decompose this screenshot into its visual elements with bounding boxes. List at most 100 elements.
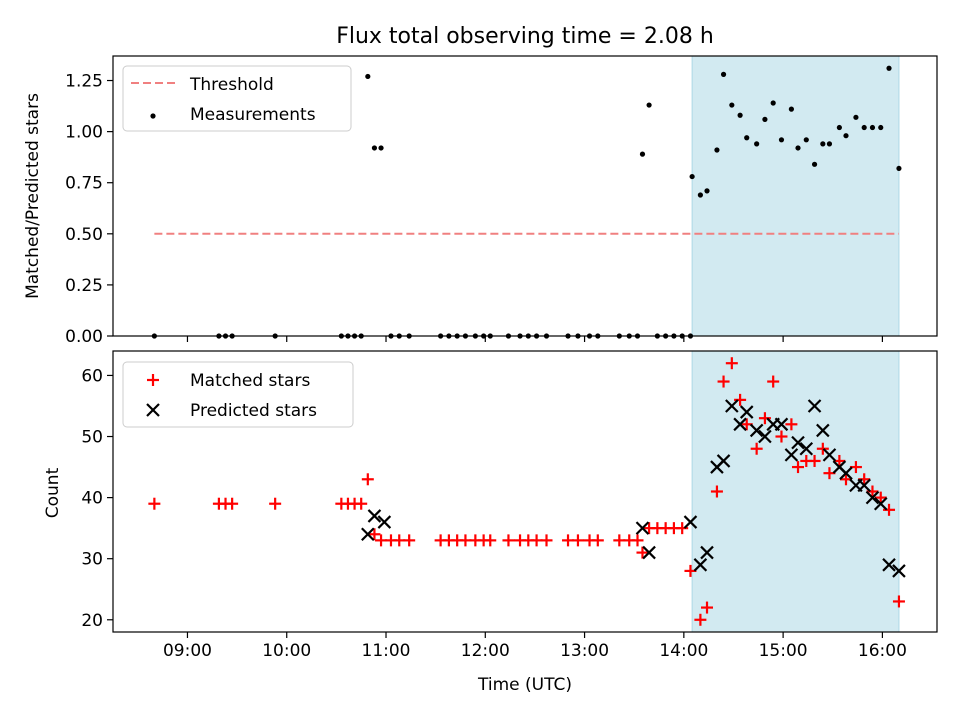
- matched-star-point: [631, 534, 644, 547]
- bottom-observing-window: [691, 350, 900, 633]
- predicted-star-point: [816, 423, 830, 438]
- predicted-star-point: [377, 515, 392, 529]
- measurement-point: [788, 106, 794, 112]
- matched-star-point: [725, 357, 738, 370]
- measurement-point: [843, 133, 849, 139]
- figure-title: Flux total observing time = 2.08 h: [336, 24, 714, 49]
- xtick-label: 15:00: [759, 641, 808, 661]
- xtick-label: 16:00: [858, 641, 907, 661]
- measurement-point: [689, 173, 695, 180]
- predicted-star-point: [882, 558, 896, 572]
- bottom-ytick-label: 30: [81, 550, 103, 570]
- predicted-star-point: [807, 399, 822, 413]
- predicted-star-point: [700, 545, 714, 560]
- matched-star-point: [839, 473, 852, 486]
- legend-matched-swatch: [147, 374, 159, 386]
- top-ytick-label: 1.00: [65, 123, 103, 143]
- legend-measurements-label: Measurements: [190, 105, 316, 125]
- measurement-point: [744, 135, 750, 141]
- bottom-marks: [148, 357, 906, 626]
- top-ytick-label: 1.25: [65, 72, 103, 92]
- measurement-point: [836, 124, 842, 131]
- measurement-point: [778, 137, 785, 143]
- top-panel: 0.00 0.25 0.50 0.75 1.00 1.25 Matched/Predict…: [23, 55, 938, 347]
- xtick-label: 11:00: [362, 641, 411, 661]
- measurement-point: [762, 116, 768, 122]
- predicted-star-point: [774, 417, 789, 432]
- top-ytick-label: 0.00: [65, 327, 103, 347]
- xtick-label: 10:00: [262, 641, 311, 661]
- bottom-panel: 20 30 40 50 60 09:00 10:00 11:00 12:00 13:00 14:0…: [43, 350, 938, 695]
- matched-star-point: [740, 418, 753, 431]
- top-xticks: [186, 336, 883, 342]
- predicted-star-point: [361, 527, 375, 542]
- measurement-point: [714, 147, 720, 153]
- top-ylabel: Matched/Predicted stars: [23, 93, 43, 299]
- matched-star-point: [701, 601, 714, 614]
- measurement-point: [639, 151, 646, 157]
- measurement-point: [697, 192, 703, 198]
- measurement-point: [646, 102, 652, 108]
- matched-star-point: [591, 534, 604, 547]
- matched-star-point: [758, 412, 771, 425]
- matched-star-point: [502, 534, 515, 547]
- top-axes-frame: [112, 55, 938, 337]
- measurement-point: [770, 100, 776, 106]
- matched-star-point: [823, 467, 836, 480]
- predicted-star-point: [791, 435, 805, 450]
- legend-predicted-swatch: [146, 403, 160, 417]
- matched-star-point: [866, 485, 879, 498]
- matched-star-point: [892, 595, 905, 608]
- matched-star-point: [226, 497, 239, 510]
- predicted-star-point: [799, 441, 814, 456]
- matched-star-point: [785, 418, 798, 431]
- bottom-ytick-label: 40: [81, 489, 103, 509]
- top-ytick-label: 0.25: [65, 276, 103, 296]
- top-legend: Threshold Measurements: [122, 65, 352, 132]
- xtick-label: 14:00: [659, 641, 708, 661]
- matched-star-point: [403, 534, 416, 547]
- predicted-star-point: [683, 515, 698, 529]
- legend-threshold-label: Threshold: [189, 75, 274, 95]
- predicted-star-point: [739, 405, 754, 419]
- predicted-star-point: [725, 399, 739, 413]
- measurement-point: [826, 141, 833, 147]
- measurement-point: [811, 161, 818, 167]
- predicted-star-point: [857, 478, 871, 493]
- xtick-label: 12:00: [461, 641, 510, 661]
- measurement-point: [720, 71, 727, 77]
- top-yticks: 0.00 0.25 0.50 0.75 1.00 1.25: [65, 72, 113, 347]
- predicted-star-point: [733, 417, 747, 432]
- measurement-point: [365, 73, 371, 80]
- matched-star-point: [636, 546, 649, 559]
- bottom-yticks: 20 30 40 50 60: [81, 366, 113, 631]
- matched-star-point: [368, 528, 381, 541]
- matched-star-point: [361, 473, 374, 486]
- matched-star-point: [874, 491, 887, 504]
- matched-star-point: [355, 497, 368, 510]
- xlabel: Time (UTC): [477, 675, 572, 695]
- bottom-legend-box: [122, 361, 354, 428]
- matched-star-point: [484, 534, 497, 547]
- matched-star-point: [717, 375, 730, 388]
- matched-star-point: [676, 522, 689, 535]
- bottom-axes-frame: [112, 350, 938, 633]
- predicted-star-point: [892, 564, 906, 578]
- matched-star-point: [833, 454, 846, 467]
- predicted-star-point: [873, 496, 888, 511]
- matched-star-point: [734, 393, 747, 406]
- matched-star-point: [750, 442, 763, 455]
- predicted-star-point: [758, 429, 772, 444]
- matched-star-point: [808, 454, 821, 467]
- top-ytick-label: 0.75: [65, 174, 103, 194]
- measurement-point: [820, 141, 826, 147]
- top-ytick-label: 0.50: [65, 225, 103, 245]
- measurement-point: [803, 137, 809, 143]
- matched-star-point: [775, 430, 788, 443]
- legend-measurements-swatch: [150, 113, 156, 119]
- matched-star-point: [684, 564, 697, 577]
- legend-predicted-label: Predicted stars: [190, 401, 317, 421]
- bottom-ytick-label: 20: [81, 611, 103, 631]
- xtick-label: 13:00: [560, 641, 609, 661]
